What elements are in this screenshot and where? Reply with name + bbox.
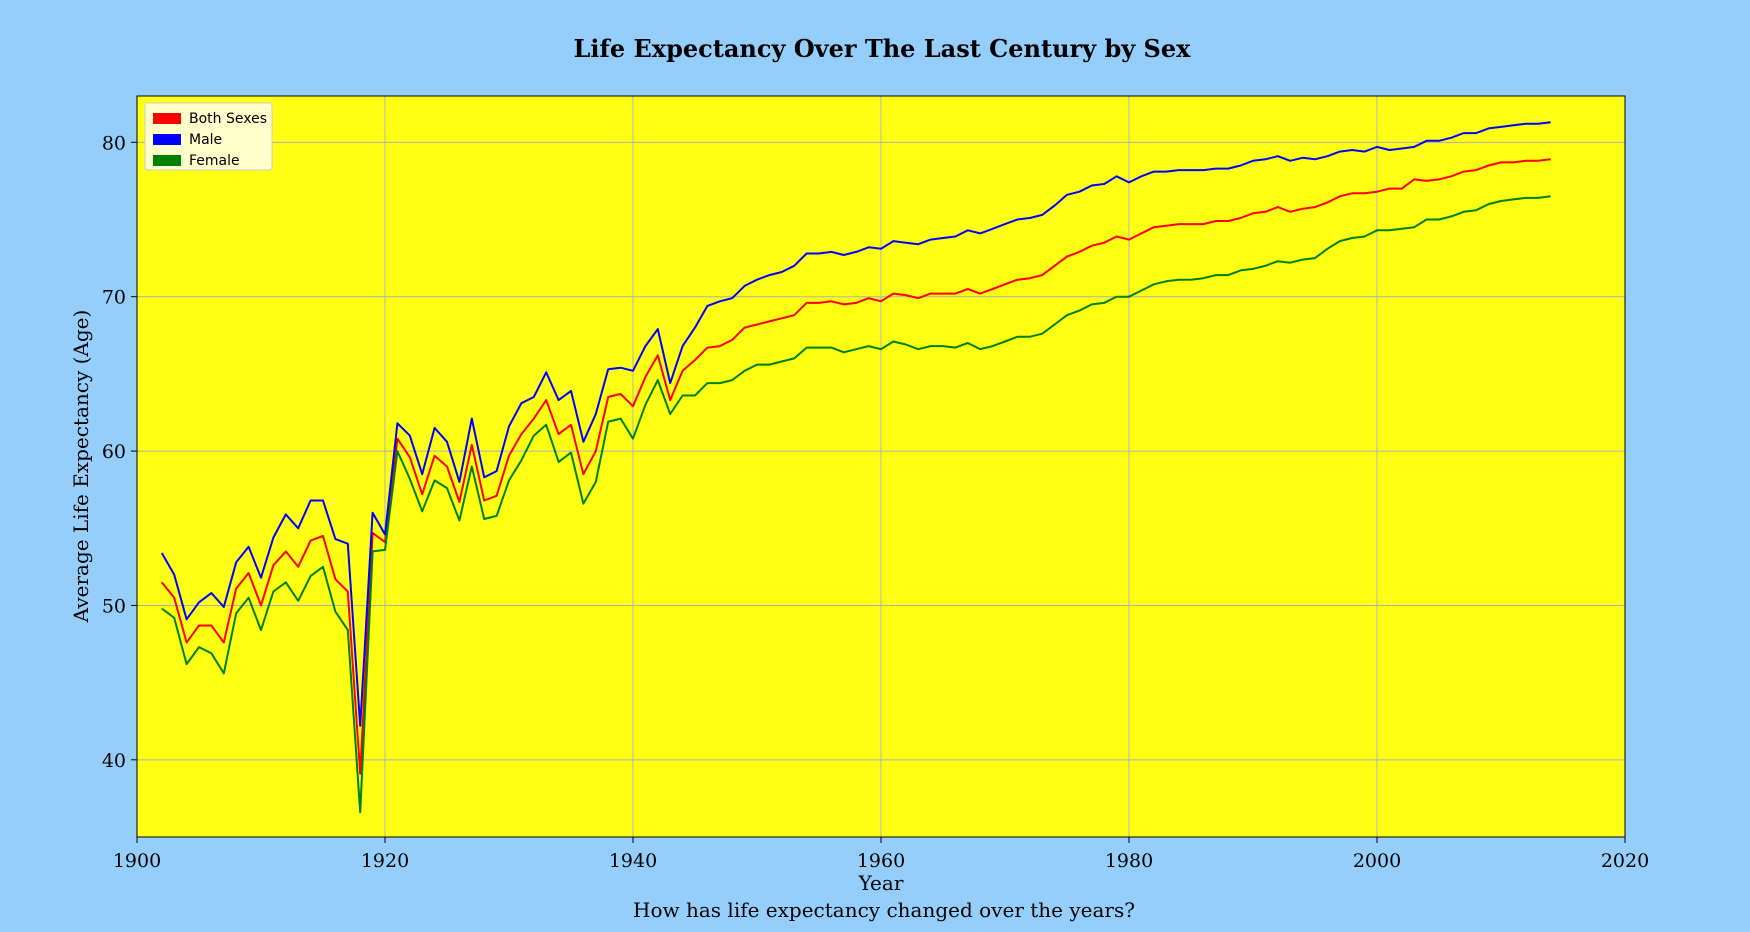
x-tick-label: 1940 xyxy=(609,850,657,872)
y-axis-label: Average Life Expectancy (Age) xyxy=(69,310,93,624)
y-tick-label: 70 xyxy=(102,287,126,309)
legend-label: Both Sexes xyxy=(189,111,267,127)
legend: Both Sexes Male Female xyxy=(144,102,273,171)
y-tick-label: 60 xyxy=(102,441,126,463)
x-axis: 1900 1920 1940 1960 1980 2000 2020 xyxy=(113,837,1649,872)
x-axis-label: Year xyxy=(858,871,904,895)
legend-label: Male xyxy=(189,132,222,148)
y-axis: 40 50 60 70 80 xyxy=(102,132,137,772)
x-tick-label: 1980 xyxy=(1105,850,1153,872)
y-tick-label: 40 xyxy=(102,750,126,772)
chart-caption: How has life expectancy changed over the… xyxy=(633,898,1135,922)
series-line-male xyxy=(160,121,1551,727)
legend-swatch xyxy=(153,155,181,166)
x-tick-label: 1920 xyxy=(361,850,409,872)
x-tick-label: 2020 xyxy=(1601,850,1649,872)
chart-title: Life Expectancy Over The Last Century by… xyxy=(574,34,1192,63)
series-line-both-sexes xyxy=(161,158,1551,775)
x-tick-label: 2000 xyxy=(1353,850,1401,872)
series-lines xyxy=(160,121,1551,814)
legend-label: Female xyxy=(189,153,240,169)
y-tick-label: 80 xyxy=(102,132,126,154)
x-tick-label: 1900 xyxy=(113,850,161,872)
x-tick-label: 1960 xyxy=(857,850,905,872)
y-tick-label: 50 xyxy=(102,595,126,617)
legend-swatch xyxy=(153,113,181,124)
series-line-female xyxy=(161,195,1551,814)
legend-swatch xyxy=(153,134,181,145)
